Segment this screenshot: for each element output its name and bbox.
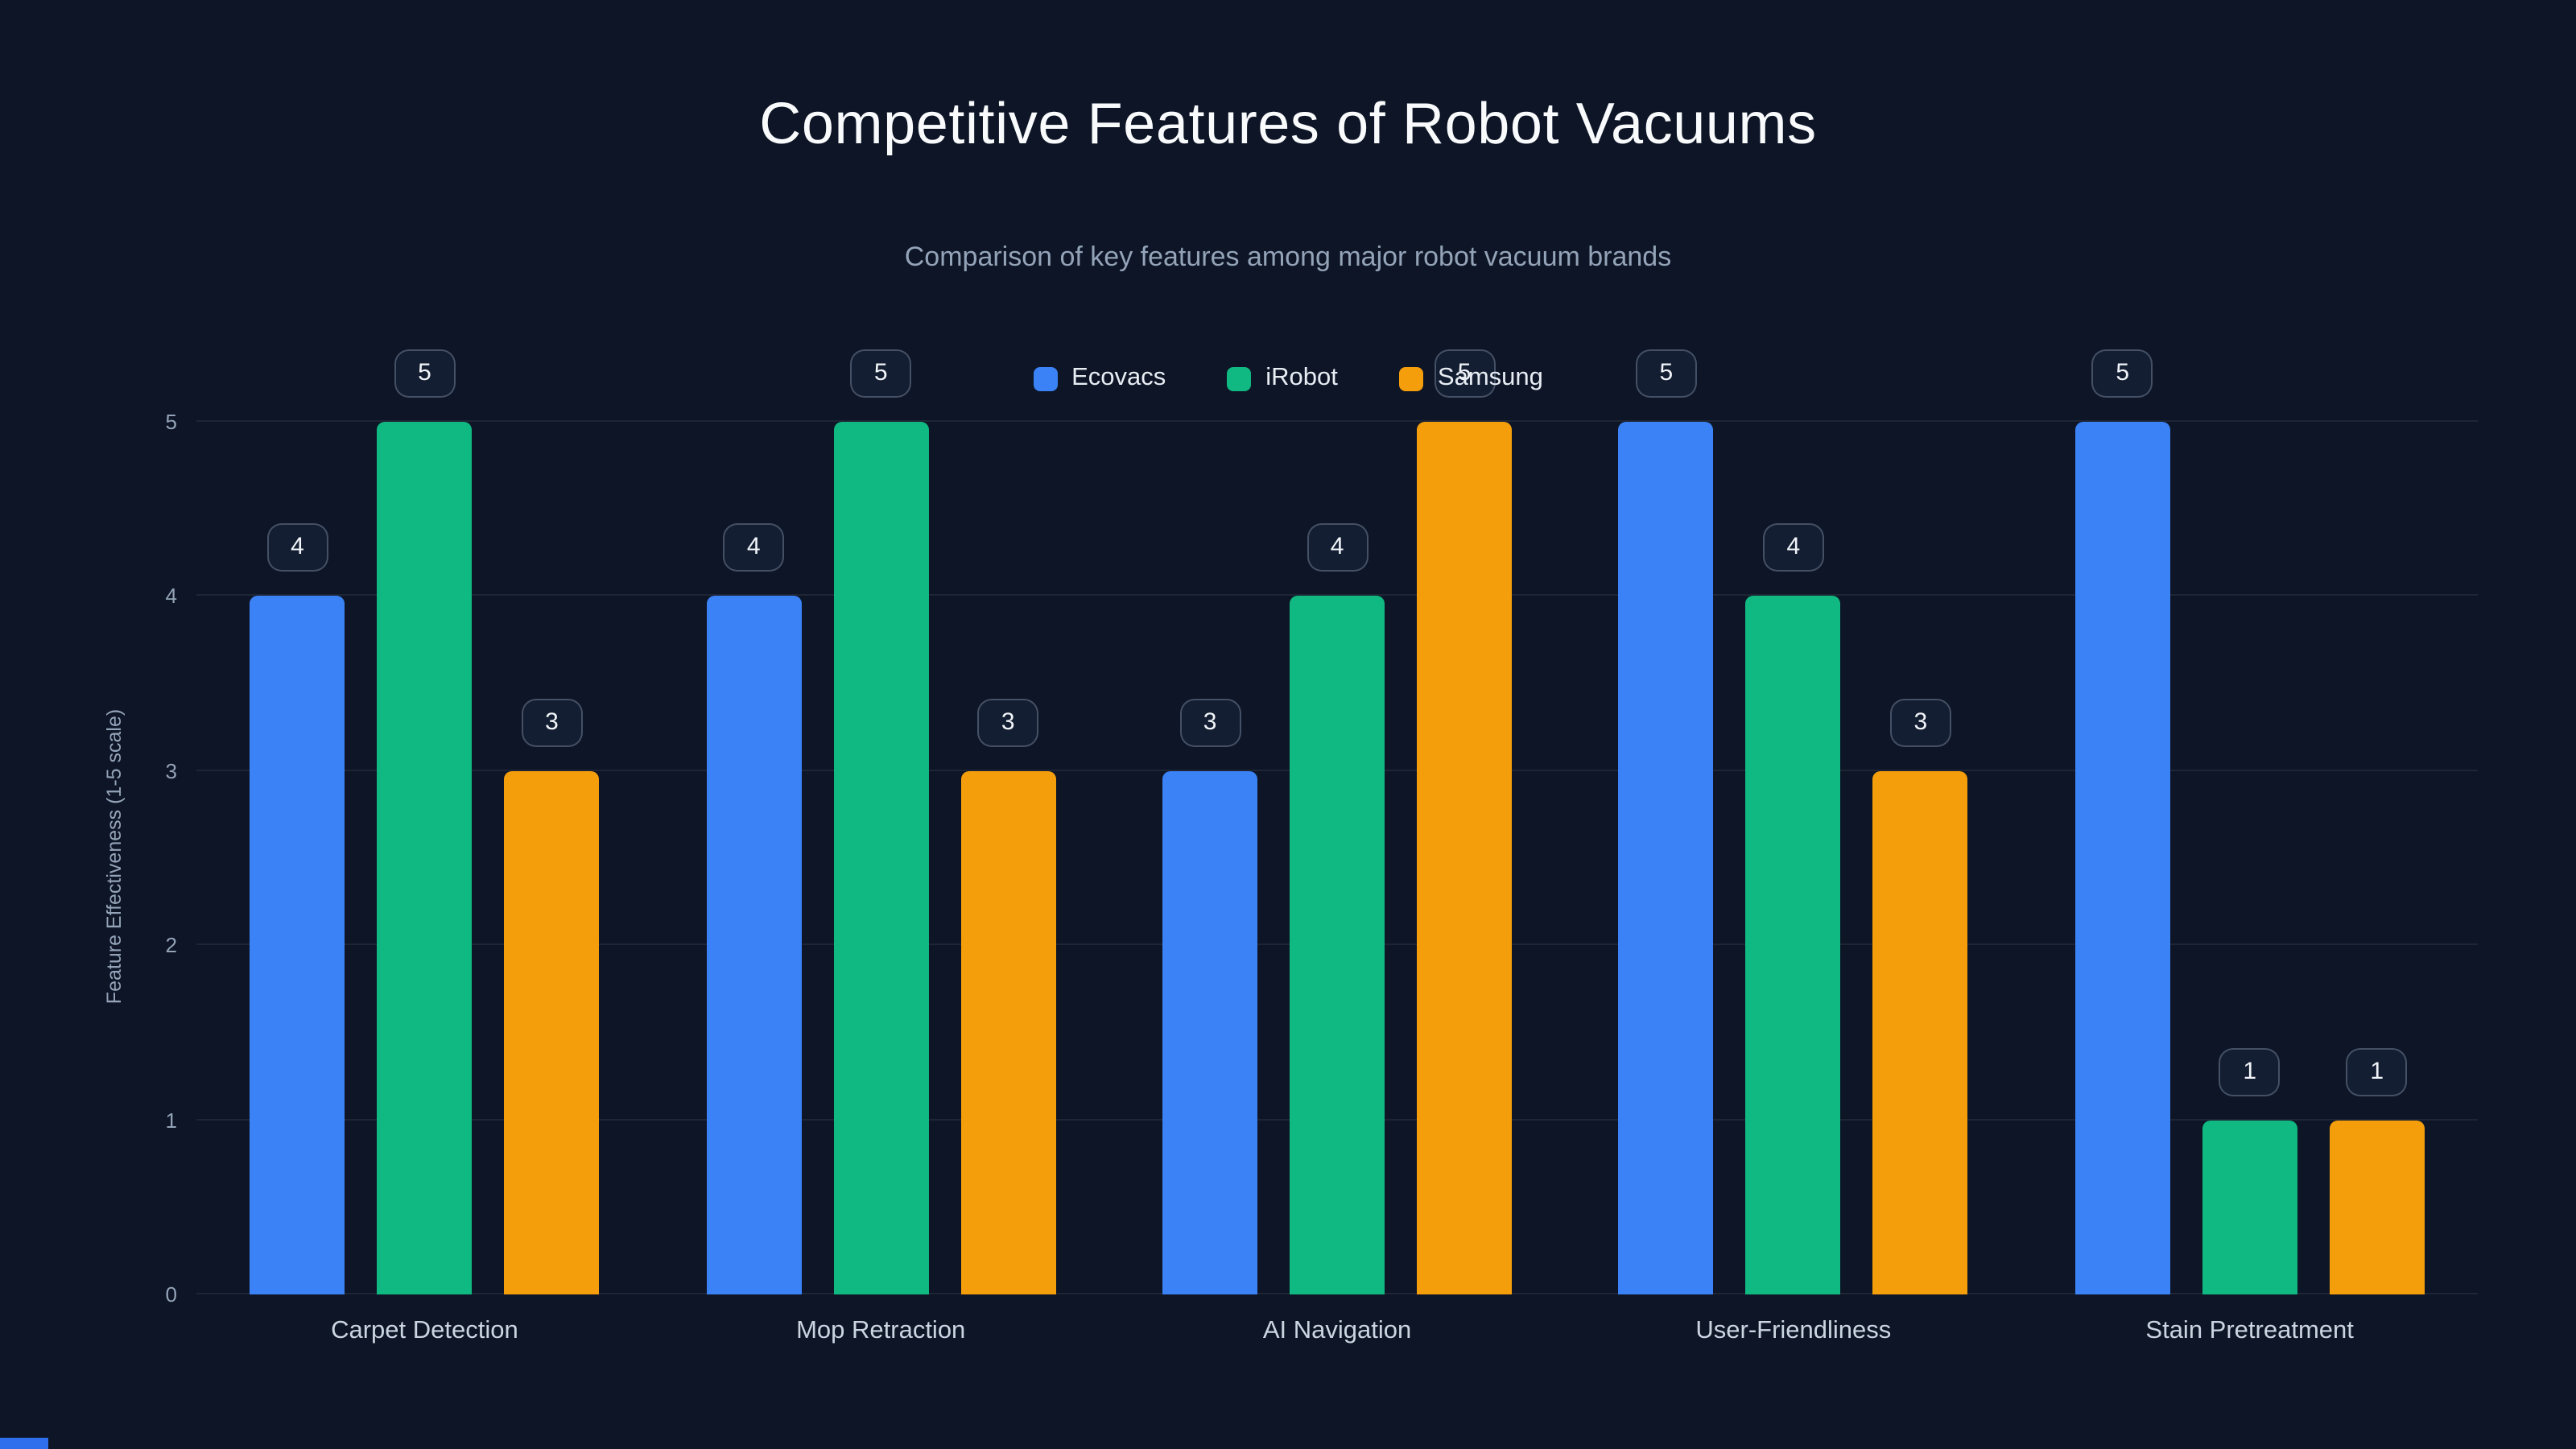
bar-ecovacs-0[interactable]: 4 [250,523,345,1294]
bar-samsung-3[interactable]: 3 [1872,698,1968,1294]
value-label-badge: 4 [1307,523,1368,572]
x-axis-labels: Carpet Detection Mop Retraction AI Navigat… [196,1317,2478,1346]
bar-group-3: 5 4 3 [1565,349,2021,1294]
y-tick-label: 3 [165,758,177,783]
legend-label: Samsung [1437,364,1543,391]
bar-ecovacs-4[interactable]: 5 [2074,349,2170,1294]
bar-ecovacs-2[interactable]: 3 [1162,698,1258,1294]
value-label-badge: 4 [266,523,328,572]
bar-irobot-3[interactable]: 4 [1745,523,1841,1294]
chart-title: Competitive Features of Robot Vacuums [759,90,1817,156]
bar-samsung-2[interactable]: 5 [1417,349,1513,1294]
legend-item-samsung[interactable]: Samsung [1398,364,1543,393]
value-label-badge: 3 [1179,698,1241,747]
value-label-badge: 3 [521,698,583,747]
y-tick-label: 0 [165,1282,177,1307]
y-axis-ticks: 0 1 2 3 4 5 [0,410,177,1307]
value-label-badge: 4 [1762,523,1824,572]
bar-irobot-1[interactable]: 5 [833,349,929,1294]
gridline [196,594,2478,597]
bar-samsung-1[interactable]: 3 [960,698,1056,1294]
legend-swatch-icon [1033,366,1058,390]
bar-samsung-0[interactable]: 3 [504,698,600,1294]
value-label-badge: 5 [850,349,912,398]
legend-item-irobot[interactable]: iRobot [1227,364,1338,393]
bar-group-4: 5 1 1 [2021,349,2478,1294]
legend-swatch-icon [1227,366,1252,390]
value-label-badge: 5 [1434,349,1496,398]
value-label-badge: 1 [2346,1047,2408,1096]
bar-ecovacs-1[interactable]: 4 [706,523,802,1294]
value-label-badge: 5 [394,349,456,398]
bar-ecovacs-3[interactable]: 5 [1618,349,1714,1294]
legend-item-ecovacs[interactable]: Ecovacs [1033,364,1166,393]
legend-swatch-icon [1398,366,1423,390]
value-label-badge: 1 [2219,1047,2281,1096]
bar-irobot-2[interactable]: 4 [1290,523,1385,1294]
value-label-badge: 3 [977,698,1039,747]
value-label-badge: 5 [2091,349,2153,398]
bar-groups: 4 5 3 4 5 3 3 4 5 5 4 3 5 1 1 [196,349,2478,1294]
y-tick-label: 1 [165,1108,177,1133]
bar-irobot-0[interactable]: 5 [377,349,473,1294]
x-category-label: Mop Retraction [796,1317,966,1344]
x-category-label: Carpet Detection [331,1317,518,1344]
legend-label: iRobot [1265,364,1338,391]
bar-samsung-4[interactable]: 1 [2329,1047,2425,1294]
value-label-badge: 5 [1635,349,1697,398]
chart-subtitle: Comparison of key features among major r… [904,242,1672,272]
legend-label: Ecovacs [1071,364,1166,391]
bar-group-1: 4 5 3 [653,349,1109,1294]
x-category-label: User-Friendliness [1695,1317,1892,1344]
value-label-badge: 4 [723,523,785,572]
y-tick-label: 5 [165,410,177,434]
plot-area: 4 5 3 4 5 3 3 4 5 5 4 3 5 1 1 [196,349,2478,1294]
bar-group-0: 4 5 3 [196,349,653,1294]
gridline [196,420,2478,422]
y-tick-label: 2 [165,933,177,958]
bar-group-2: 3 4 5 [1109,349,1566,1294]
x-category-label: AI Navigation [1262,1317,1412,1344]
bottom-left-accent [0,1438,48,1449]
bar-irobot-4[interactable]: 1 [2202,1047,2297,1294]
x-category-label: Stain Pretreatment [2145,1317,2354,1344]
value-label-badge: 3 [1889,698,1951,747]
legend: Ecovacs iRobot Samsung [0,364,2576,393]
y-tick-label: 4 [165,584,177,609]
